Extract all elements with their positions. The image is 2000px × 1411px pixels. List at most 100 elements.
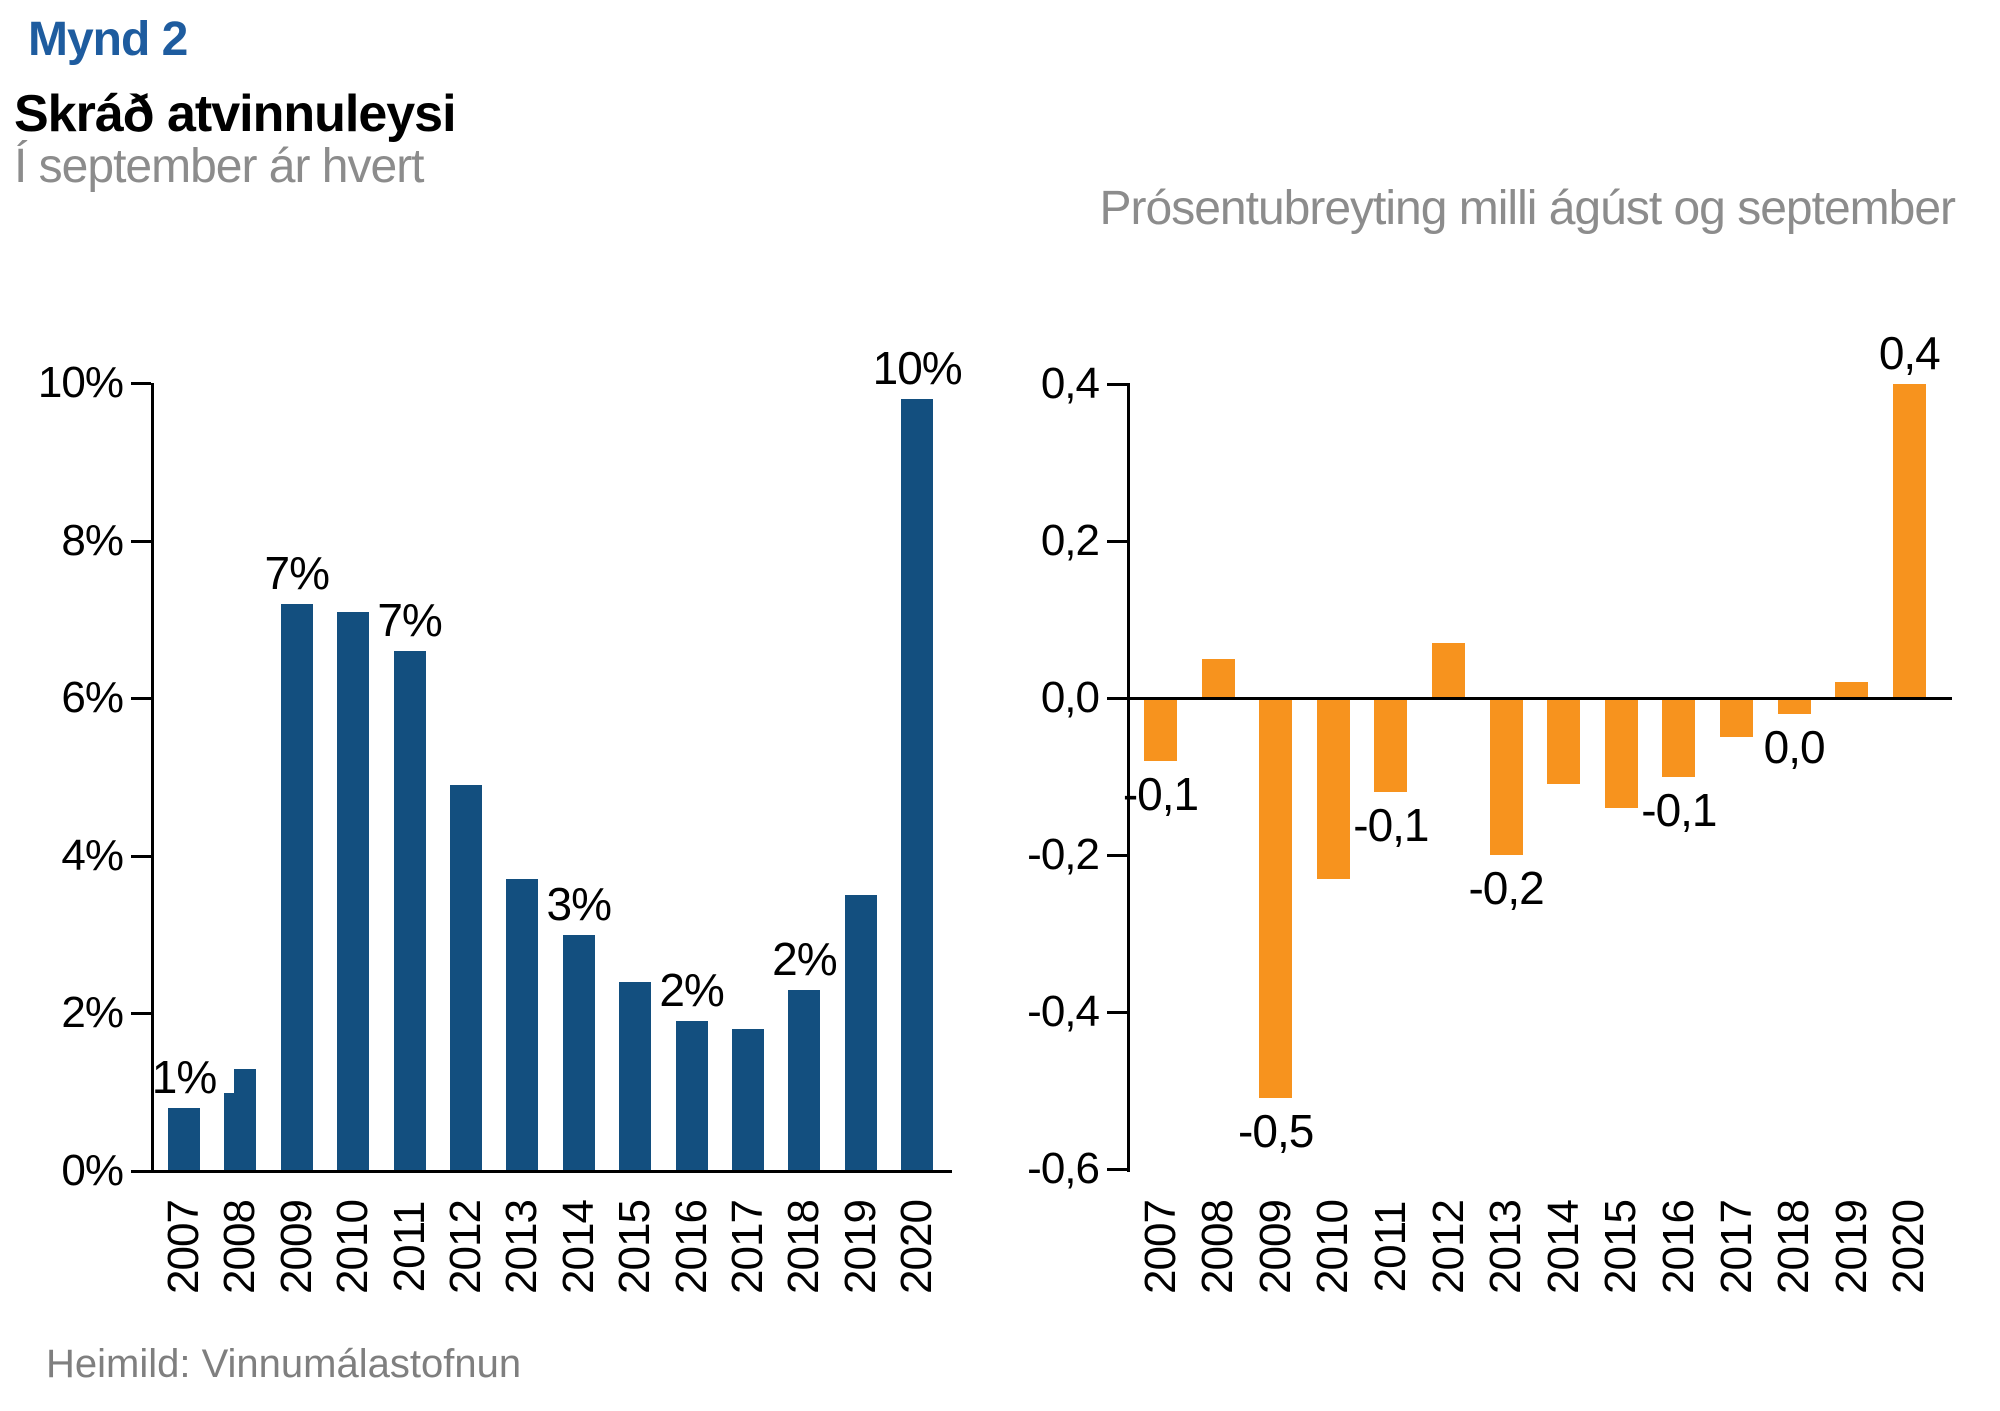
september-unemployment-bar-2012 [450,785,482,1171]
aug-sep-change-value-label-2007: -0,1 [1122,768,1199,820]
september-unemployment-bar-2016 [675,1021,708,1171]
figure-label: Mynd 2 [28,13,188,66]
september-unemployment-xtick-2013: 2013 [497,1200,547,1294]
september-unemployment-ytick-2 [131,855,151,858]
aug-sep-change-ytick-label-1: 0,2 [1040,516,1100,565]
aug-sep-change-bar-2010 [1316,698,1350,879]
september-unemployment-value-label-2009: 7% [264,547,330,599]
september-unemployment-xtick-2016: 2016 [666,1200,716,1294]
aug-sep-change-value-label-2009: -0,5 [1238,1105,1314,1157]
aug-sep-change-bar-2020 [1892,384,1926,698]
september-unemployment-ytick-5 [131,382,151,385]
september-unemployment-zero-line [151,1170,952,1173]
aug-sep-change-bar-2015 [1604,698,1638,808]
left-chart-subtitle: Í september ár hvert [14,140,425,193]
aug-sep-change-ytick-2 [1107,697,1127,700]
september-unemployment-ytick-4 [131,540,151,543]
september-unemployment-bar-2015 [619,982,652,1171]
aug-sep-change-xtick-2020: 2020 [1884,1200,1934,1294]
september-unemployment-bar-2019 [844,895,877,1171]
september-unemployment-value-label-2020: 10% [872,342,963,394]
september-unemployment-ytick-label-2: 4% [61,831,124,880]
september-unemployment-bar-step-2008 [224,1069,235,1093]
aug-sep-change-bar-2017 [1720,698,1753,737]
september-unemployment-y-axis [151,383,154,1171]
september-unemployment-ytick-label-4: 8% [61,516,124,565]
september-unemployment-bar-2013 [506,879,539,1171]
aug-sep-change-y-axis [1127,383,1130,1172]
september-unemployment-bar-2009 [280,604,313,1171]
september-unemployment-ytick-label-0: 0% [61,1146,124,1195]
september-unemployment-ytick-label-5: 10% [37,358,124,407]
aug-sep-change-xtick-2014: 2014 [1538,1200,1588,1294]
september-unemployment-bar-2017 [732,1029,764,1171]
aug-sep-change-xtick-2009: 2009 [1250,1200,1300,1294]
aug-sep-change-value-label-2013: -0,2 [1468,862,1544,914]
aug-sep-change-xtick-2019: 2019 [1826,1200,1876,1294]
aug-sep-change-ytick-label-4: -0,4 [1027,987,1100,1036]
september-unemployment-xtick-2012: 2012 [441,1200,490,1294]
september-unemployment-ytick-label-1: 2% [61,988,124,1037]
aug-sep-change-bar-2008 [1201,659,1235,698]
september-unemployment-bar-2014 [562,935,595,1171]
september-unemployment-bar-2018 [788,990,821,1171]
september-unemployment-xtick-2015: 2015 [610,1200,660,1294]
aug-sep-change-ytick-0 [1107,383,1127,386]
september-unemployment-ytick-label-3: 6% [61,673,124,722]
aug-sep-change-ytick-label-2: 0,0 [1040,673,1100,722]
aug-sep-change-bar-2011 [1374,698,1408,792]
september-unemployment-xtick-2014: 2014 [553,1200,603,1294]
september-unemployment-value-label-2007: 1% [151,1051,217,1103]
aug-sep-change-xtick-2016: 2016 [1653,1200,1703,1294]
aug-sep-change-value-label-2011: -0,1 [1353,799,1429,851]
aug-sep-change-ytick-3 [1107,854,1127,857]
aug-sep-change-bar-2012 [1432,643,1465,698]
aug-sep-change-value-label-2020: 0,4 [1878,327,1941,379]
aug-sep-change-xtick-2008: 2008 [1193,1200,1243,1294]
september-unemployment-bar-2010 [337,612,370,1171]
september-unemployment-value-label-2014: 3% [546,878,612,930]
aug-sep-change-bar-2014 [1547,698,1581,784]
september-unemployment-bar-2020 [901,399,934,1171]
september-unemployment-xtick-2019: 2019 [835,1200,885,1294]
september-unemployment-xtick-2011: 2011 [384,1201,434,1293]
aug-sep-change-ytick-label-5: -0,6 [1027,1144,1100,1193]
september-unemployment-xtick-2020: 2020 [892,1200,942,1294]
september-unemployment-xtick-2018: 2018 [779,1200,829,1294]
aug-sep-change-value-label-2016: -0,1 [1641,784,1717,836]
september-unemployment-ytick-3 [131,697,151,700]
september-unemployment-bar-2011 [393,651,426,1171]
aug-sep-change-xtick-2013: 2013 [1481,1200,1531,1294]
september-unemployment-value-label-2016: 2% [659,964,724,1016]
aug-sep-change-xtick-2011: 2011 [1365,1201,1415,1293]
september-unemployment-xtick-2007: 2007 [159,1200,208,1294]
aug-sep-change-ytick-label-3: -0,2 [1027,830,1100,879]
aug-sep-change-bar-2016 [1662,698,1696,777]
aug-sep-change-ytick-5 [1107,1168,1127,1171]
aug-sep-change-xtick-2015: 2015 [1596,1200,1646,1294]
aug-sep-change-ytick-4 [1107,1011,1127,1014]
september-unemployment-xtick-2010: 2010 [328,1200,378,1294]
aug-sep-change-bar-2007 [1144,698,1177,761]
source-note: Heimild: Vinnumálastofnun [46,1342,522,1386]
right-chart-subtitle: Prósentubreyting milli ágúst og septembe… [1099,182,1956,235]
aug-sep-change-xtick-2018: 2018 [1769,1200,1819,1294]
september-unemployment-bar-2007 [168,1108,200,1171]
aug-sep-change-ytick-1 [1107,540,1127,543]
page-title: Skráð atvinnuleysi [14,85,457,143]
september-unemployment-ytick-0 [131,1170,151,1173]
september-unemployment-value-label-2011: 7% [377,594,442,646]
aug-sep-change-xtick-2010: 2010 [1308,1200,1358,1294]
aug-sep-change-bar-2019 [1835,682,1869,698]
aug-sep-change-zero-line [1127,697,1952,700]
september-unemployment-xtick-2017: 2017 [723,1200,772,1294]
aug-sep-change-ytick-label-0: 0,4 [1040,359,1100,408]
september-unemployment-xtick-2009: 2009 [271,1200,321,1294]
aug-sep-change-xtick-2007: 2007 [1135,1200,1185,1294]
aug-sep-change-bar-2013 [1489,698,1523,855]
aug-sep-change-bar-2018 [1777,698,1811,714]
aug-sep-change-xtick-2017: 2017 [1711,1200,1761,1294]
aug-sep-change-value-label-2018: 0,0 [1763,721,1826,773]
aug-sep-change-bar-2009 [1259,698,1293,1098]
